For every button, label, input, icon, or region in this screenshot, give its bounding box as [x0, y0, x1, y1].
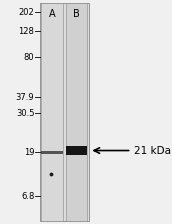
Bar: [66, 146, 87, 155]
Text: 21 kDa: 21 kDa: [135, 146, 171, 155]
Text: A: A: [49, 9, 56, 19]
Bar: [41, 151, 63, 154]
Text: 30.5: 30.5: [16, 109, 34, 118]
Text: 80: 80: [24, 53, 34, 62]
Text: B: B: [73, 9, 80, 19]
Bar: [41, 3, 63, 221]
Text: 19: 19: [24, 148, 34, 157]
Text: 37.9: 37.9: [16, 93, 34, 102]
Text: 128: 128: [18, 27, 34, 36]
Text: 202: 202: [19, 8, 34, 17]
Bar: [40, 3, 89, 221]
Text: 6.8: 6.8: [21, 192, 34, 200]
Bar: [66, 3, 87, 221]
